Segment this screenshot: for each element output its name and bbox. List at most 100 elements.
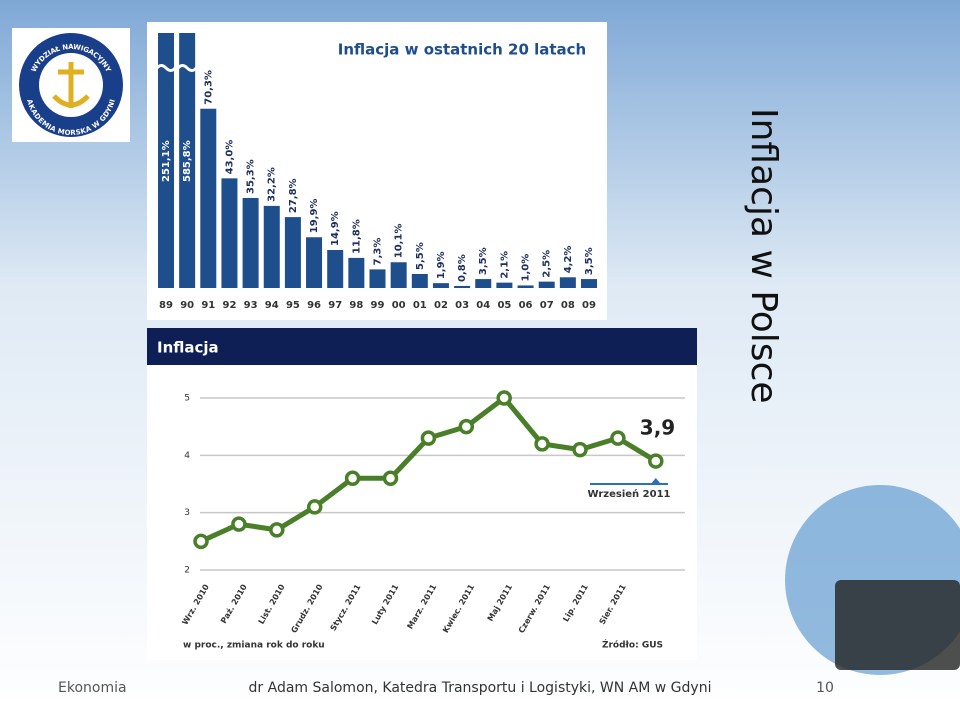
x-tick-label: 91 [201,300,215,311]
value-label: 7,3% [373,238,384,266]
x-tick-label: 00 [392,300,406,311]
annotation-marker [650,478,661,484]
bar [200,108,217,288]
value-label: 43,0% [224,140,235,175]
value-label: 70,3% [203,70,214,105]
bar [221,178,238,288]
x-tick-label: 95 [286,300,300,311]
y-tick-label: 5 [184,394,190,404]
value-label: 1,9% [436,251,447,279]
point [382,470,399,487]
bar [158,33,174,288]
point [496,390,512,406]
chart-source: Źródło: GUS [602,639,663,651]
value-label: 585,8% [182,140,193,182]
logo-anchor [52,62,90,108]
point [458,418,475,435]
x-tick-label: 08 [561,300,575,311]
x-tick-label: 89 [159,300,173,311]
x-tick-label: 93 [244,300,258,311]
point [420,430,437,446]
chart-title: Inflacja [157,339,219,357]
chart-title: Inflacja w ostatnich 20 latach [338,41,587,59]
value-label: 27,8% [288,178,299,213]
page-number: 10 [816,680,834,696]
value-label: 11,8% [351,219,362,254]
point [269,522,285,538]
line-panel [147,328,697,660]
bar [263,205,280,288]
value-label: 10,1% [394,224,405,259]
bar [517,285,534,288]
value-label: 32,2% [267,167,278,202]
bar [348,257,365,288]
x-tick-label: 94 [265,300,279,311]
point [344,470,361,487]
value-label: 4,2% [563,246,574,274]
bar [390,262,407,288]
x-tick-label: 02 [434,300,448,311]
line-header [147,328,697,365]
x-tick-label: 01 [413,300,427,311]
x-tick-label: 09 [582,300,596,311]
y-tick-label: 2 [184,566,190,576]
footer-center: dr Adam Salomon, Katedra Transportu i Lo… [249,680,712,696]
point [572,441,588,458]
value-label: 3,5% [584,247,595,275]
bar [306,237,323,288]
x-tick-label: 99 [371,300,385,311]
value-label: 251,1% [161,140,172,182]
bar [242,197,259,288]
bar [538,281,555,288]
point [610,430,626,446]
x-tick-label: 97 [328,300,342,311]
x-tick-label: 03 [455,300,469,311]
value-label: 0,8% [457,254,468,282]
bar [327,250,344,288]
axis-break [176,64,198,72]
bar [432,283,449,288]
annotation: Wrzesień 2011 [588,488,671,500]
value-label: 5,5% [415,242,426,270]
slide-title: Inflacja w Polsce [743,108,784,404]
value-label: 35,3% [246,159,257,194]
bar [581,279,597,288]
bar [454,285,471,288]
point [534,436,550,452]
x-tick-label: 07 [540,300,554,311]
point [231,516,247,532]
point [306,499,323,515]
bar-chart: 251,1% 89 585,8% 90 70,3% 91 43,0% 92 35,3% 93 32,… [155,33,597,311]
bar [496,282,513,288]
bar [284,217,301,288]
x-tick-label: 06 [519,300,533,311]
point [193,533,209,550]
x-tick-label: 05 [497,300,511,311]
point [648,453,664,469]
value-label: 1,0% [521,254,532,282]
x-tick-label: 90 [180,300,194,311]
value-label: 2,5% [542,250,553,278]
x-tick-label: 96 [307,300,321,311]
chart-note: w proc., zmiana rok do roku [183,641,325,651]
axis-break [155,64,177,72]
y-tick-label: 4 [184,451,190,461]
value-label: 19,9% [309,199,320,234]
bar [411,273,428,288]
x-tick-label: 92 [222,300,236,311]
footer-band [0,700,960,720]
value-label: 3,5% [478,247,489,275]
x-tick-label: 98 [349,300,363,311]
value-label: 3,9 [640,416,675,440]
bar [559,277,576,288]
bar [179,33,196,288]
bar [475,279,492,288]
value-label: 2,1% [499,251,510,279]
x-tick-label: 04 [476,300,490,311]
y-tick-label: 3 [184,508,190,518]
laptop [835,580,960,670]
footer-left: Ekonomia [58,680,127,696]
bar [369,269,386,288]
